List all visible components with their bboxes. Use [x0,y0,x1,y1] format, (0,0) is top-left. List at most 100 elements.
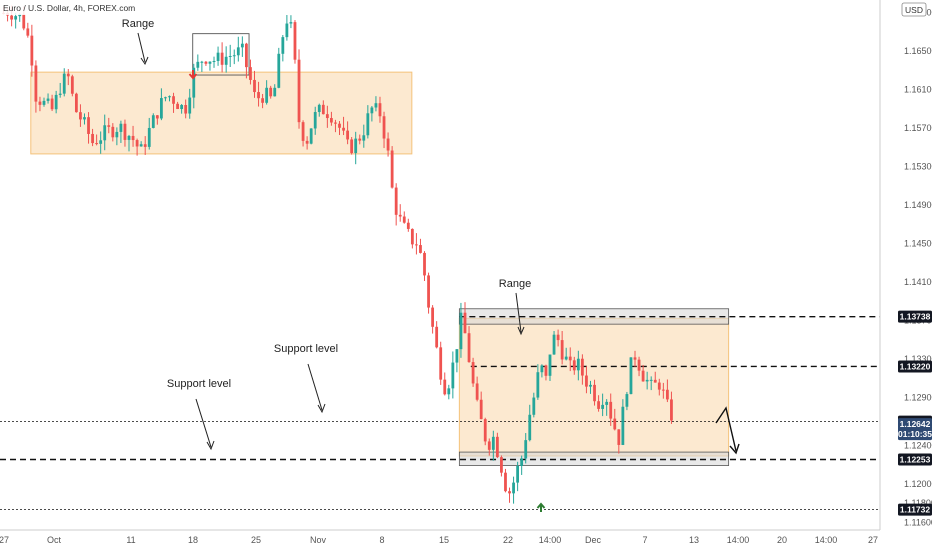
candle-body [208,61,212,64]
candle-body [115,131,119,138]
arrow-head [517,326,525,336]
candle-body [572,360,576,371]
candle-body [155,115,159,119]
candle-body [232,55,236,57]
price-tag-label: 1.11732 [900,505,931,515]
candle-body [58,93,62,95]
candle-body [220,52,224,65]
candle-body [633,357,637,360]
candle-body [467,333,471,363]
candle-body [601,404,605,409]
x-tick-label: Dec [585,535,602,545]
candle-body [10,15,14,20]
candle-body [520,458,524,466]
price-axis[interactable] [880,0,932,550]
candle-body [269,87,273,97]
candle-body [289,22,293,24]
candle-body [447,388,451,395]
candle-body [317,104,321,113]
candle-body [540,365,544,373]
candle-body [366,113,370,136]
candle-body [176,103,179,110]
candle-body [46,98,50,101]
x-tick-label: 11 [126,535,135,545]
candle-body [103,125,107,141]
candle-body [605,401,609,405]
candle-body [216,52,220,61]
price-tag-label: 1.13220 [900,361,931,371]
candle-body [564,356,568,360]
candle-body [544,365,548,376]
candle-body [168,96,171,98]
candle-body [552,334,556,355]
candle-body [362,135,366,141]
candle-body [34,65,38,102]
candle-body [354,138,358,154]
candle-body [309,128,313,144]
candle-body [143,144,147,147]
candle-body [653,379,657,383]
candle-body [613,418,617,430]
candle-body [427,275,430,308]
candle-body [131,135,135,141]
candle-body [330,118,333,123]
candle-body [439,347,443,380]
candle-body [224,56,228,65]
candle-body [346,130,349,140]
price-tag [898,310,932,323]
y-tick-label: 1.15300 [904,161,932,171]
candle-body [556,334,560,341]
candle-body [188,97,192,114]
x-tick-label: 25 [251,535,261,545]
candle-body [26,28,30,36]
candle-body [398,214,402,217]
candle-body [617,429,621,445]
candle-body [495,436,499,458]
candle-body [342,127,345,131]
arrow-head [317,403,326,414]
y-tick-label: 1.16100 [904,84,932,94]
candle-body [147,127,151,147]
price-tag-countdown: 01:10:35 [898,429,932,439]
candle-body [350,139,354,154]
y-tick-label: 1.12400 [904,440,932,450]
candle-body [91,133,94,144]
arrow-head [140,56,149,66]
candle-body [641,370,645,382]
candle-body [483,419,487,442]
candle-body [528,414,532,441]
candle-body [358,138,362,141]
chart-header-title: Euro / U.S. Dollar, 4h, FOREX.com [3,3,135,13]
candle-body [443,379,447,395]
candle-body [42,100,46,105]
candle-body [512,482,515,494]
candle-body [50,98,54,110]
candle-body [70,76,74,94]
candle-body [38,101,42,105]
candle-body [568,356,572,361]
y-tick-label: 1.14500 [904,238,932,248]
candle-body [236,47,240,56]
candle-body [180,105,184,110]
candle-body [196,61,200,68]
candle-body [261,98,264,103]
candle-body [621,406,625,445]
currency-button[interactable] [901,2,927,17]
candle-body [500,457,503,473]
candle-body [240,43,244,48]
candle-body [609,401,613,419]
candle-body [305,140,309,144]
candle-body [560,340,564,360]
sell-signal-icon [188,70,198,80]
price-tag [898,453,932,466]
range-zone-upper-range [30,71,413,155]
candle-body [589,384,592,387]
candle-body [83,117,86,120]
y-tick-label: 1.11600 [904,517,932,527]
candle-body [471,362,475,384]
y-tick-label: 1.15700 [904,123,932,133]
candle-body [253,79,256,93]
annotation-support-upper: Support level [274,343,338,355]
candle-body [386,138,390,151]
